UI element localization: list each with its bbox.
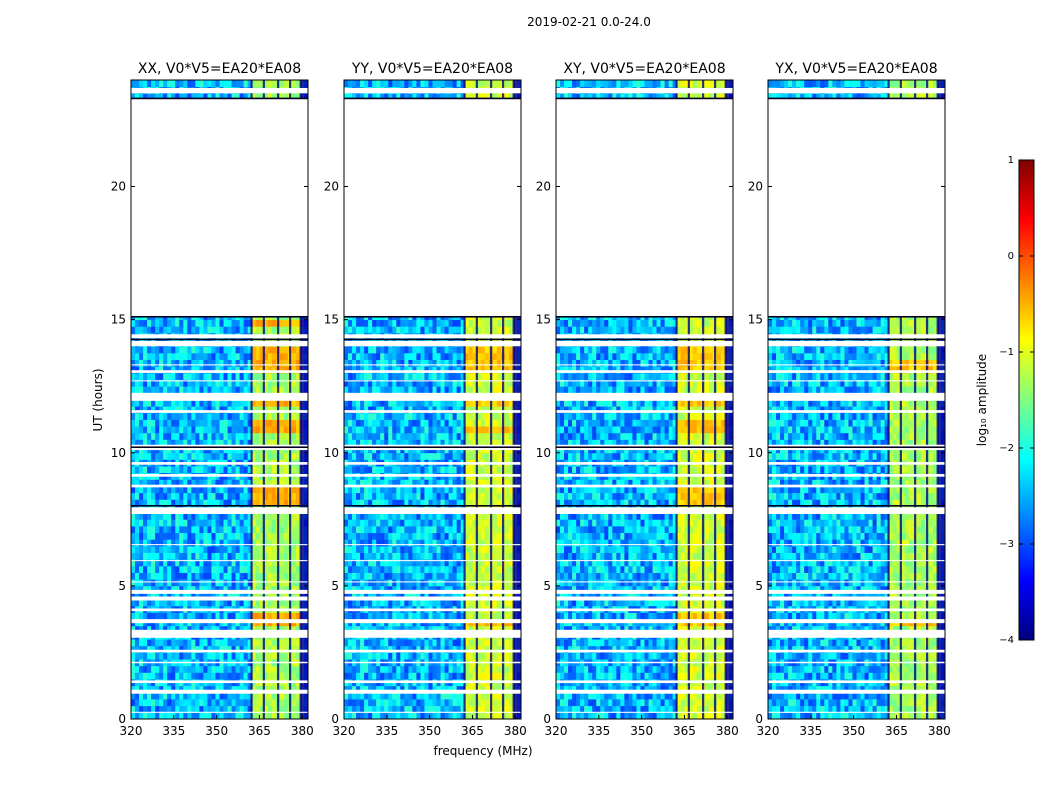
x-tick-label: 350 xyxy=(842,724,865,738)
panel-1: XX, V0*V5=EA20*EA08 320 335 350 365 380 0 5 10 15… xyxy=(111,61,314,738)
y-tick-label: 10 xyxy=(111,446,126,460)
x-tick-label: 350 xyxy=(205,724,228,738)
colorbar-tick-label: −2 xyxy=(999,443,1014,454)
x-tick-label: 335 xyxy=(162,724,185,738)
y-tick-label: 10 xyxy=(324,446,339,460)
y-tick-label: 20 xyxy=(748,180,763,194)
y-axis-label: UT (hours) xyxy=(91,368,105,431)
heatmap-image xyxy=(344,80,521,719)
x-tick-label: 365 xyxy=(885,724,908,738)
y-tick-label: 10 xyxy=(748,446,763,460)
x-tick-label: 380 xyxy=(716,724,739,738)
colorbar-tick-label: −4 xyxy=(999,635,1014,646)
y-tick-label: 5 xyxy=(755,579,763,593)
colorbar-tick-label: 1 xyxy=(1008,155,1014,166)
y-tick-label: 5 xyxy=(331,579,339,593)
y-tick-label: 15 xyxy=(324,313,339,327)
colorbar: 1 0 −1 −2 −3 −4 log₁₀ amplitude xyxy=(975,155,1035,646)
axes-frame xyxy=(130,79,309,720)
x-axis-label: frequency (MHz) xyxy=(433,744,532,758)
x-tick-label: 350 xyxy=(630,724,653,738)
y-tick-label: 15 xyxy=(748,313,763,327)
x-tick-label: 335 xyxy=(799,724,822,738)
x-tick-label: 335 xyxy=(587,724,610,738)
x-tick-label: 380 xyxy=(291,724,314,738)
x-tick-label: 320 xyxy=(333,724,356,738)
x-tick-label: 320 xyxy=(120,724,143,738)
axes-frame xyxy=(555,79,734,720)
y-tick-label: 5 xyxy=(118,579,126,593)
x-tick-label: 320 xyxy=(757,724,780,738)
x-tick-label: 335 xyxy=(375,724,398,738)
panel-title: XX, V0*V5=EA20*EA08 xyxy=(138,61,301,77)
heatmap-image xyxy=(556,80,733,719)
y-tick-label: 5 xyxy=(543,579,551,593)
x-tick-label: 365 xyxy=(248,724,271,738)
colorbar-label: log₁₀ amplitude xyxy=(975,354,989,446)
suptitle: 2019-02-21 0.0-24.0 xyxy=(527,15,651,29)
y-tick-label: 15 xyxy=(111,313,126,327)
panel-2: YY, V0*V5=EA20*EA08 320 335 350 365 380 0 5 10 15… xyxy=(324,61,527,738)
panel-3: XY, V0*V5=EA20*EA08 320 335 350 365 380 0 5 10 15… xyxy=(536,61,739,738)
y-tick-label: 20 xyxy=(111,180,126,194)
panel-title: YY, V0*V5=EA20*EA08 xyxy=(351,61,513,77)
y-tick-label: 20 xyxy=(324,180,339,194)
heatmap-image xyxy=(768,80,945,719)
x-tick-label: 380 xyxy=(504,724,527,738)
x-tick-label: 350 xyxy=(418,724,441,738)
y-tick-label: 0 xyxy=(543,712,551,726)
y-tick-label: 0 xyxy=(118,712,126,726)
panel-4: YX, V0*V5=EA20*EA08 320 335 350 365 380 0 5 10 15… xyxy=(748,61,951,738)
y-tick-label: 20 xyxy=(536,180,551,194)
x-tick-label: 365 xyxy=(461,724,484,738)
colorbar-tick-label: 0 xyxy=(1008,251,1014,262)
y-tick-label: 10 xyxy=(536,446,551,460)
axes-frame xyxy=(343,79,522,720)
colorbar-gradient xyxy=(1018,159,1035,641)
colorbar-tick-label: −3 xyxy=(999,539,1014,550)
axes-frame xyxy=(767,79,946,720)
x-tick-label: 320 xyxy=(545,724,568,738)
x-tick-label: 365 xyxy=(673,724,696,738)
y-tick-label: 0 xyxy=(755,712,763,726)
heatmap-image xyxy=(131,80,308,719)
panel-title: YX, V0*V5=EA20*EA08 xyxy=(774,61,937,77)
x-tick-label: 380 xyxy=(928,724,951,738)
panel-title: XY, V0*V5=EA20*EA08 xyxy=(563,61,725,77)
panels: XX, V0*V5=EA20*EA08 320 335 350 365 380 0 5 10 15… xyxy=(111,61,951,738)
y-tick-label: 0 xyxy=(331,712,339,726)
y-tick-label: 15 xyxy=(536,313,551,327)
colorbar-tick-label: −1 xyxy=(999,347,1014,358)
